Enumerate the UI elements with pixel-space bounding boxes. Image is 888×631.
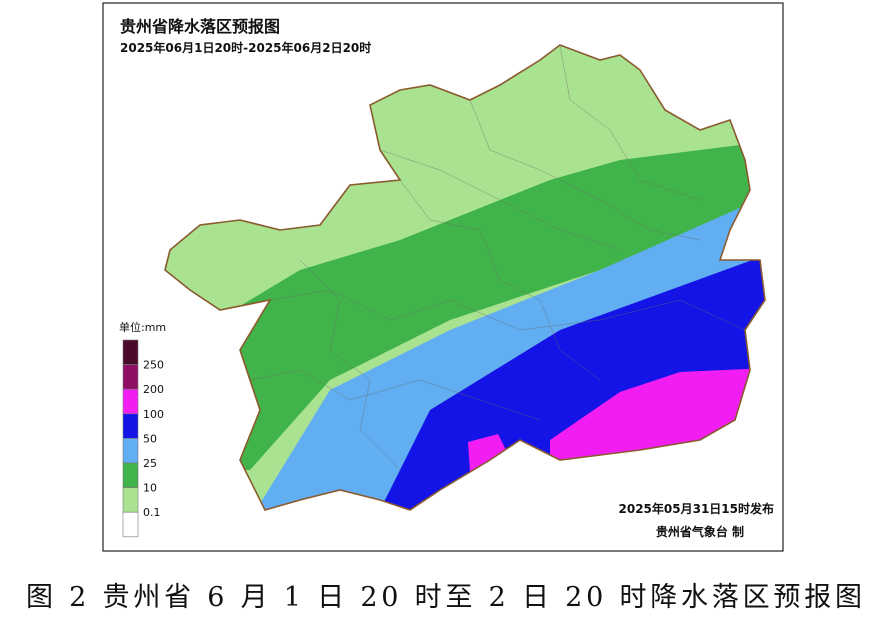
legend-label: 10 <box>143 482 157 495</box>
zone-heavy-rainstorm <box>468 434 510 472</box>
legend-swatch <box>122 487 139 513</box>
producer: 贵州省气象台 制 <box>656 524 744 539</box>
legend-unit: 单位:mm <box>119 320 166 334</box>
legend-label: 100 <box>143 408 164 421</box>
county-borders <box>249 45 746 471</box>
province-outline <box>164 44 766 511</box>
legend-swatch <box>122 511 139 538</box>
issue-time: 2025年05月31日15时发布 <box>619 501 775 516</box>
legend: 250 200 100 50 25 10 0.1 <box>122 339 164 538</box>
legend-swatch <box>122 339 139 365</box>
map-period: 2025年06月1日20时-2025年06月2日20时 <box>120 40 371 55</box>
zone-heavy <box>250 190 765 510</box>
legend-swatch <box>122 438 139 464</box>
figure-caption: 图 2 贵州省 6 月 1 日 20 时至 2 日 20 时降水落区预报图 <box>26 582 862 613</box>
legend-label: 50 <box>143 432 157 445</box>
legend-label: 0.1 <box>143 506 161 519</box>
legend-label: 200 <box>143 383 164 396</box>
legend-swatch <box>122 364 139 390</box>
legend-label: 25 <box>143 457 157 470</box>
zone-moderate <box>200 140 765 470</box>
legend-swatch <box>122 413 139 439</box>
legend-label: 250 <box>143 359 164 372</box>
legend-swatch <box>122 462 139 488</box>
legend-swatch <box>122 388 139 415</box>
map-title: 贵州省降水落区预报图 <box>120 17 280 36</box>
